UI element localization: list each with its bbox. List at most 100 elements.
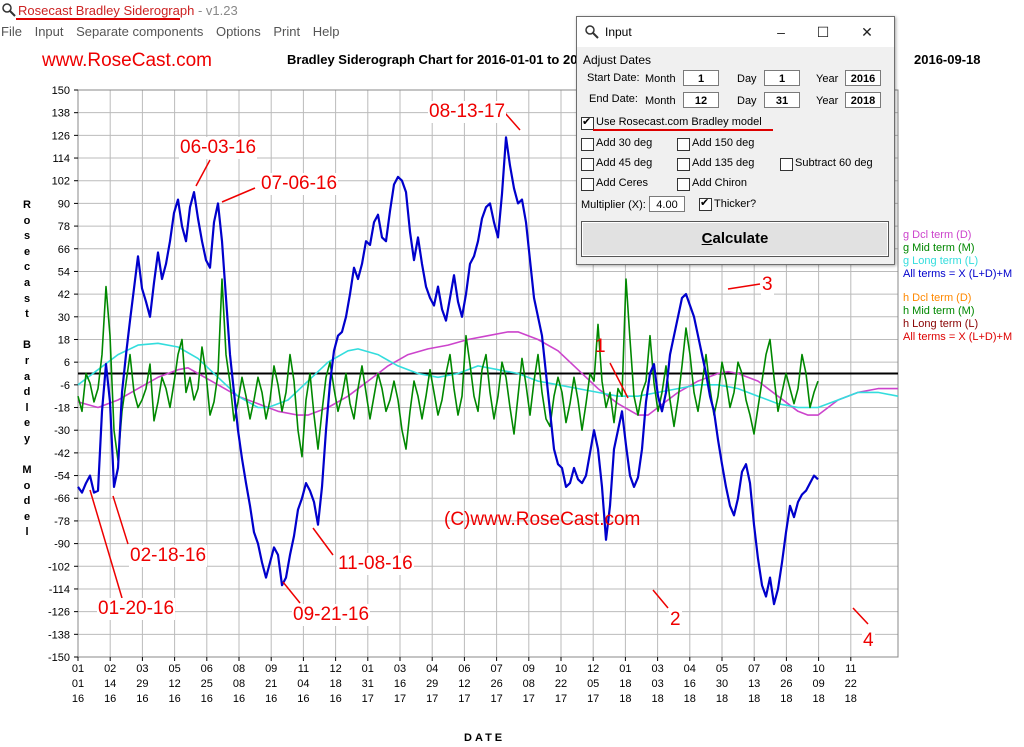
end-month-field[interactable]: 12 xyxy=(683,92,719,108)
y-axis-label-char: R xyxy=(23,199,31,211)
tick-label-x: 17 xyxy=(426,693,438,705)
add-45-deg-label: Add 45 deg xyxy=(596,157,653,169)
y-axis-label-char: y xyxy=(23,432,31,445)
y-axis-label-char: l xyxy=(25,526,29,539)
tick-label-x: 01 xyxy=(72,678,84,690)
add-45-deg-checkbox[interactable] xyxy=(581,158,594,171)
tick-label-y: 102 xyxy=(52,176,70,188)
thicker-label: Thicker? xyxy=(714,198,757,210)
tick-label-y: -102 xyxy=(48,561,70,573)
start-year-field[interactable]: 2016 xyxy=(845,70,881,86)
legend-h-all: All terms = X (L+D)+M xyxy=(903,331,1013,343)
tick-label-x: 11 xyxy=(845,663,856,675)
tick-label-y: 66 xyxy=(58,244,70,256)
add-ceres-checkbox[interactable] xyxy=(581,178,594,191)
multiplier-field[interactable]: 4.00 xyxy=(649,196,685,212)
tick-label-x: 06 xyxy=(458,663,470,675)
tick-label-x: 18 xyxy=(845,693,857,705)
tick-label-x: 03 xyxy=(651,663,663,675)
annotation-arrow xyxy=(652,589,669,609)
annotation-arrows xyxy=(89,112,869,625)
legend-h-dcl: h Dcl term (D) xyxy=(903,292,972,304)
end-day-label: Day xyxy=(737,95,757,107)
menu-print[interactable]: Print xyxy=(273,24,301,39)
add-chiron-checkbox[interactable] xyxy=(677,178,690,191)
tick-label-x: 13 xyxy=(748,678,760,690)
tick-label-y: 90 xyxy=(58,198,70,210)
annotation-11-08-16: 11-08-16 xyxy=(337,553,414,575)
series-line xyxy=(77,278,819,462)
tick-label-x: 16 xyxy=(329,693,341,705)
annotation-arrow xyxy=(727,283,761,290)
y-axis-label-char: a xyxy=(23,370,31,383)
tick-label-x: 17 xyxy=(555,693,567,705)
tick-label-y: -30 xyxy=(54,425,70,437)
use-model-checkbox[interactable] xyxy=(581,115,594,130)
x-axis-ticks: 01 01 16 02 14 16 03 29 16 05 12 16 06 25 16 08 08 16 09 21… xyxy=(72,657,857,705)
tick-label-y: -138 xyxy=(48,629,70,641)
tick-label-x: 16 xyxy=(394,678,406,690)
tick-label-x: 01 xyxy=(619,663,631,675)
add-30-deg-label: Add 30 deg xyxy=(596,137,653,149)
menu-help[interactable]: Help xyxy=(312,24,340,39)
start-day-field[interactable]: 1 xyxy=(764,70,800,86)
add-150-deg-checkbox[interactable] xyxy=(677,138,690,151)
calculate-button[interactable]: Calculate xyxy=(581,221,889,257)
chart-current-date: 2016-09-18 xyxy=(914,52,981,67)
menu-file[interactable]: File xyxy=(1,24,22,39)
start-month-field[interactable]: 1 xyxy=(683,70,719,86)
menu-input[interactable]: Input xyxy=(34,24,64,39)
series-line xyxy=(77,331,898,416)
minimize-button[interactable]: – xyxy=(777,24,785,40)
y-axis-label-char: e xyxy=(23,510,31,523)
tick-label-x: 04 xyxy=(426,663,438,675)
y-axis-ticks: 150 138 126 114 102 90 78 66 54 42 30 18 6 -6 -18 -30 -4… xyxy=(48,85,78,664)
tick-label-x: 12 xyxy=(168,678,180,690)
title-bar: Rosecast Bradley Siderograph - v1.23 xyxy=(0,0,1024,22)
tick-label-x: 06 xyxy=(201,663,213,675)
menu-options[interactable]: Options xyxy=(215,24,261,39)
thicker-checkbox[interactable] xyxy=(699,196,712,211)
tick-label-x: 01 xyxy=(72,663,84,675)
add-135-deg-checkbox[interactable] xyxy=(677,158,690,171)
y-axis-label-char: l xyxy=(25,401,29,414)
maximize-button[interactable]: ☐ xyxy=(816,24,830,40)
tick-label-x: 07 xyxy=(748,663,760,675)
subtract-60-deg-label: Subtract 60 deg xyxy=(795,157,873,169)
legend-g-all: All terms = X (L+D)+M xyxy=(903,268,1013,280)
tick-label-x: 22 xyxy=(845,678,857,690)
tick-label-x: 03 xyxy=(136,663,148,675)
tick-label-x: 05 xyxy=(716,663,728,675)
close-button[interactable]: ✕ xyxy=(861,24,873,40)
add-30-deg-checkbox[interactable] xyxy=(581,138,594,151)
tick-label-y: 42 xyxy=(58,289,70,301)
tick-label-x: 10 xyxy=(555,663,567,675)
app-name: Rosecast Bradley Siderograph xyxy=(18,3,195,18)
dialog-icon xyxy=(585,25,599,39)
tick-label-x: 18 xyxy=(619,678,631,690)
tick-label-x: 05 xyxy=(168,663,180,675)
legend-g-dcl: g Dcl term (D) xyxy=(903,229,972,241)
subtract-60-deg-checkbox[interactable] xyxy=(780,158,793,171)
y-axis-label-char: e xyxy=(23,417,31,430)
adjust-dates-heading: Adjust Dates xyxy=(583,53,652,67)
annotation-07-06-16: 07-06-16 xyxy=(260,173,339,195)
tick-label-y: -54 xyxy=(54,471,70,483)
tick-label-y: -18 xyxy=(54,403,70,415)
tick-label-x: 05 xyxy=(587,678,599,690)
end-year-field[interactable]: 2018 xyxy=(845,92,881,108)
tick-label-x: 22 xyxy=(555,678,567,690)
tick-label-x: 04 xyxy=(684,663,696,675)
tick-label-y: 54 xyxy=(58,266,70,278)
end-day-field[interactable]: 31 xyxy=(764,92,800,108)
annotation-08-13-17: 08-13-17 xyxy=(428,101,507,123)
x-axis-label: DATE xyxy=(464,732,506,744)
tick-label-y: 138 xyxy=(52,108,70,120)
menu-separate-components[interactable]: Separate components xyxy=(76,24,204,39)
annotation-2: 2 xyxy=(669,609,682,631)
annotation-arrow xyxy=(504,112,521,131)
tick-label-x: 17 xyxy=(394,693,406,705)
tick-label-y: 150 xyxy=(52,85,70,97)
tick-label-x: 16 xyxy=(233,693,245,705)
calculate-accesskey: C xyxy=(701,230,713,247)
